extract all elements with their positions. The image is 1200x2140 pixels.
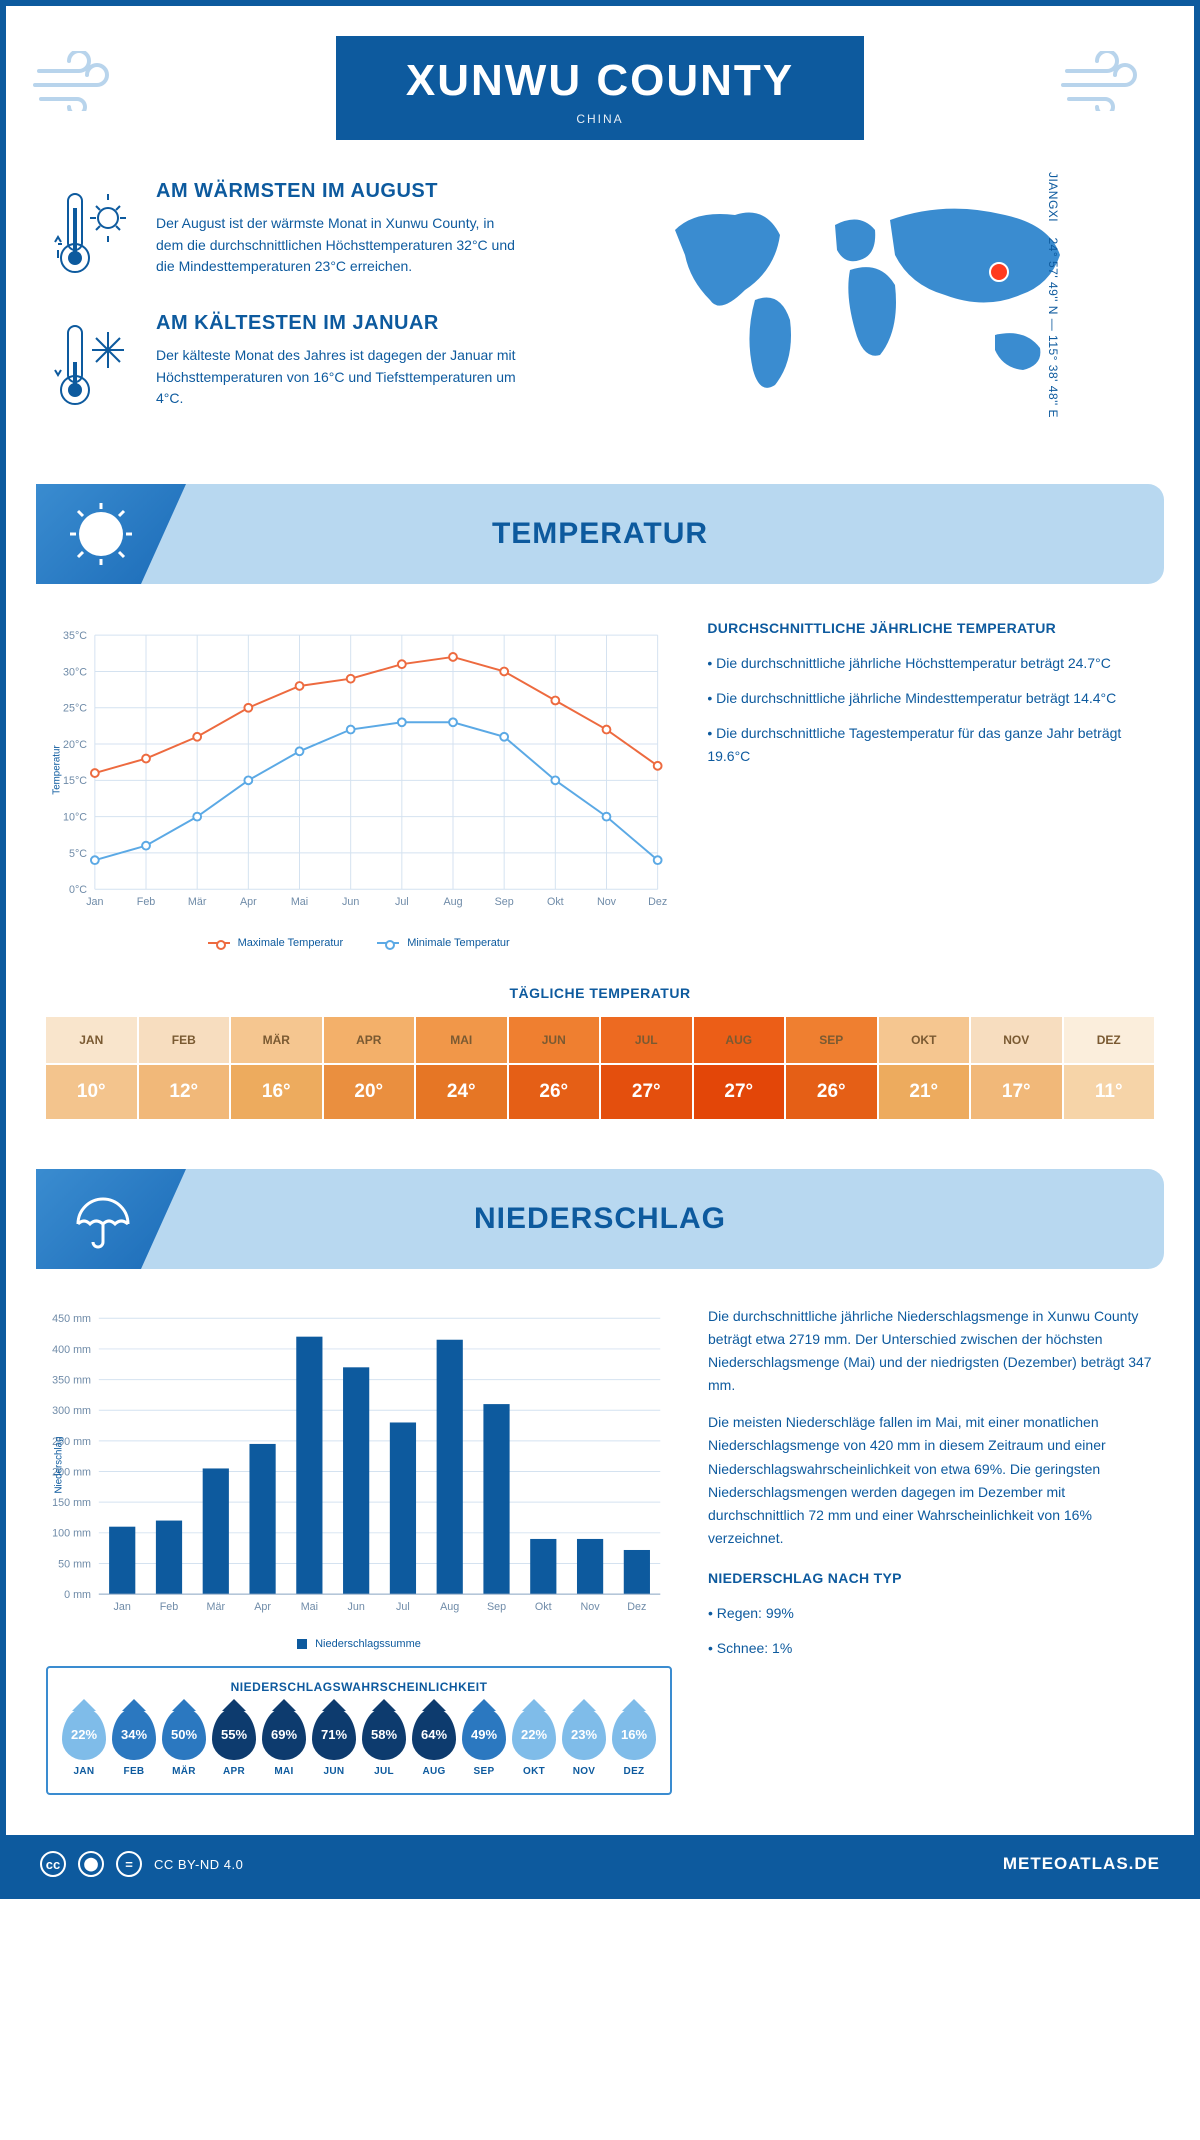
coldest-text: Der kälteste Monat des Jahres ist dagege…: [156, 345, 516, 410]
temp-legend: Maximale Temperatur Minimale Temperatur: [46, 937, 671, 949]
nd-icon: =: [116, 1851, 142, 1877]
temperature-title: TEMPERATUR: [492, 517, 708, 551]
coordinates: JIANGXI 24° 57' 49'' N — 115° 38' 48'' E: [1046, 172, 1060, 418]
page-header: XUNWU COUNTY CHINA: [36, 36, 1164, 140]
svg-text:Sep: Sep: [487, 1601, 506, 1613]
svg-text:Jul: Jul: [395, 896, 409, 908]
svg-text:Mai: Mai: [291, 896, 308, 908]
precip-title: NIEDERSCHLAG: [474, 1202, 726, 1236]
svg-text:Jan: Jan: [86, 896, 103, 908]
temperature-line-chart: 0°C 5°C 10°C 15°C 20°C 25°C 30°C 35°C Jan Feb Mär A…: [46, 620, 671, 920]
svg-text:Jun: Jun: [347, 1601, 364, 1613]
warmest-text: Der August ist der wärmste Monat in Xunw…: [156, 213, 516, 278]
svg-text:Aug: Aug: [440, 1601, 459, 1613]
svg-text:Aug: Aug: [443, 896, 462, 908]
svg-text:35°C: 35°C: [63, 630, 87, 642]
svg-text:100 mm: 100 mm: [52, 1528, 91, 1540]
svg-text:Jul: Jul: [396, 1601, 410, 1613]
daily-temperature-table: TÄGLICHE TEMPERATUR JANFEBMÄRAPRMAIJUNJU…: [36, 985, 1164, 1119]
svg-text:Feb: Feb: [137, 896, 156, 908]
location-title: XUNWU COUNTY: [406, 56, 794, 106]
svg-text:50 mm: 50 mm: [58, 1558, 91, 1570]
license-text: CC BY-ND 4.0: [154, 1857, 243, 1872]
svg-text:Sep: Sep: [495, 896, 514, 908]
svg-text:Jan: Jan: [114, 1601, 131, 1613]
warmest-info: AM WÄRMSTEN IM AUGUST Der August ist der…: [46, 180, 605, 280]
svg-text:20°C: 20°C: [63, 739, 87, 751]
svg-text:30°C: 30°C: [63, 666, 87, 678]
svg-text:5°C: 5°C: [69, 848, 87, 860]
svg-text:0°C: 0°C: [69, 884, 87, 896]
country-label: CHINA: [406, 112, 794, 126]
svg-text:Niederschlag: Niederschlag: [54, 1437, 65, 1494]
temperature-summary: DURCHSCHNITTLICHE JÄHRLICHE TEMPERATUR •…: [707, 620, 1154, 949]
svg-text:Feb: Feb: [160, 1601, 179, 1613]
coldest-heading: AM KÄLTESTEN IM JANUAR: [156, 312, 516, 335]
svg-text:Dez: Dez: [627, 1601, 646, 1613]
svg-text:Nov: Nov: [581, 1601, 601, 1613]
svg-text:10°C: 10°C: [63, 812, 87, 824]
title-banner: XUNWU COUNTY CHINA: [336, 36, 864, 140]
svg-text:Dez: Dez: [648, 896, 667, 908]
svg-text:Nov: Nov: [597, 896, 617, 908]
by-icon: ⬤: [78, 1851, 104, 1877]
wind-icon: [26, 46, 146, 116]
svg-text:Mär: Mär: [188, 896, 207, 908]
temperature-section-header: TEMPERATUR: [36, 484, 1164, 584]
umbrella-icon: [36, 1169, 186, 1269]
svg-text:Mai: Mai: [301, 1601, 318, 1613]
thermometer-cold-icon: [46, 312, 136, 412]
svg-text:Jun: Jun: [342, 896, 359, 908]
svg-text:Apr: Apr: [240, 896, 257, 908]
precip-section-header: NIEDERSCHLAG: [36, 1169, 1164, 1269]
svg-text:Temperatur: Temperatur: [52, 745, 63, 795]
svg-text:Apr: Apr: [254, 1601, 271, 1613]
page-footer: cc ⬤ = CC BY-ND 4.0 METEOATLAS.DE: [6, 1835, 1194, 1893]
thermometer-hot-icon: [46, 180, 136, 280]
svg-text:Mär: Mär: [207, 1601, 226, 1613]
svg-text:450 mm: 450 mm: [52, 1313, 91, 1325]
warmest-heading: AM WÄRMSTEN IM AUGUST: [156, 180, 516, 203]
precip-legend: Niederschlagssumme: [46, 1638, 672, 1650]
cc-icon: cc: [40, 1851, 66, 1877]
precip-bar-chart: 0 mm50 mm100 mm150 mm200 mm250 mm300 mm3…: [46, 1305, 672, 1625]
world-map: JIANGXI 24° 57' 49'' N — 115° 38' 48'' E: [645, 180, 1154, 410]
precip-summary: Die durchschnittliche jährliche Niedersc…: [708, 1305, 1154, 1795]
sun-icon: [36, 484, 186, 584]
svg-text:300 mm: 300 mm: [52, 1405, 91, 1417]
svg-text:350 mm: 350 mm: [52, 1374, 91, 1386]
svg-text:0 mm: 0 mm: [64, 1589, 91, 1601]
svg-text:Okt: Okt: [547, 896, 564, 908]
wind-icon: [1054, 46, 1174, 116]
site-name: METEOATLAS.DE: [1003, 1854, 1160, 1874]
precip-probability: NIEDERSCHLAGSWAHRSCHEINLICHKEIT .d0::bef…: [46, 1666, 672, 1795]
svg-text:Okt: Okt: [535, 1601, 552, 1613]
svg-text:15°C: 15°C: [63, 775, 87, 787]
svg-text:400 mm: 400 mm: [52, 1344, 91, 1356]
svg-text:25°C: 25°C: [63, 703, 87, 715]
svg-text:150 mm: 150 mm: [52, 1497, 91, 1509]
coldest-info: AM KÄLTESTEN IM JANUAR Der kälteste Mona…: [46, 312, 605, 412]
